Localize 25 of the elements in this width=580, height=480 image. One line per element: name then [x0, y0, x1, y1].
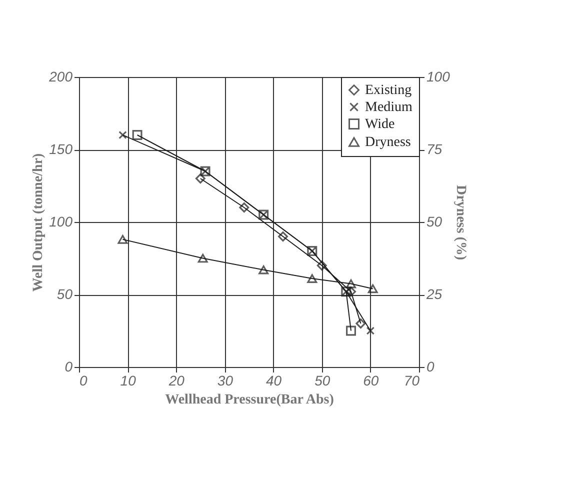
x-tick-label: 60 [363, 372, 379, 388]
y-axis-title: Well Output (tonne/hr) [31, 152, 46, 292]
y2-tick-label: 0 [426, 358, 434, 374]
legend-label: Wide [365, 117, 395, 132]
x-tick-label: 70 [404, 372, 420, 388]
x-tick-label: 30 [217, 372, 234, 388]
x-tick-label: 50 [314, 372, 330, 388]
x-tick-label: 20 [168, 372, 185, 388]
x-axis-title: Wellhead Pressure(Bar Abs) [165, 392, 334, 408]
y2-tick-label: 25 [426, 286, 442, 302]
y-tick-label: 150 [49, 141, 73, 157]
legend-label: Dryness [365, 135, 411, 150]
y2-tick-label: 50 [426, 214, 442, 230]
y-tick-label: 50 [56, 286, 73, 302]
y-tick-label: 100 [49, 214, 73, 230]
x-tick-label: 10 [120, 372, 136, 388]
y2-tick-label: 75 [426, 141, 442, 157]
x-tick-label: 40 [266, 372, 282, 388]
y2-axis-title: Dryness (%) [452, 184, 468, 260]
y-tick-label: 200 [48, 68, 73, 84]
x-tick-label: 0 [80, 372, 88, 388]
legend-label: Medium [365, 100, 413, 115]
y2-tick-label: 100 [426, 68, 450, 84]
legend-label: Existing [365, 83, 412, 98]
y-tick-label: 0 [64, 358, 73, 374]
